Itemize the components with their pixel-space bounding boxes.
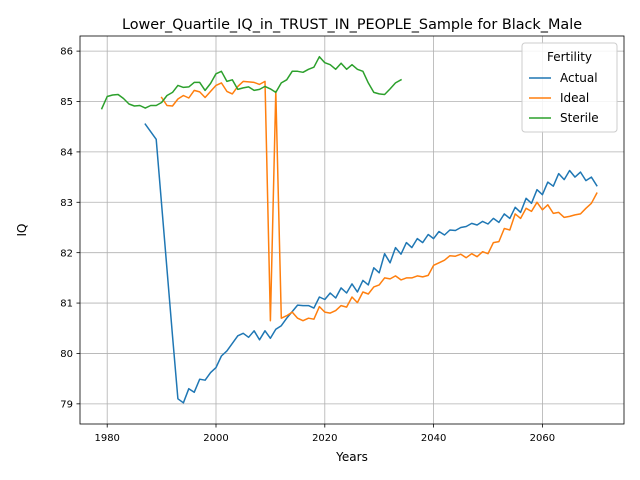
x-axis-label: Years (335, 450, 368, 464)
y-tick-label: 81 (60, 299, 73, 310)
y-tick-label: 83 (60, 198, 73, 209)
series-line-ideal (160, 80, 598, 322)
legend-entry-ideal: Ideal (529, 91, 589, 105)
series-lines (100, 55, 598, 404)
y-axis-ticks: 79 80 81 82 83 84 85 86 (60, 47, 80, 410)
legend-label: Ideal (560, 91, 589, 105)
chart-title: Lower_Quartile_IQ_in_TRUST_IN_PEOPLE_Sam… (122, 17, 582, 33)
legend-entries: Actual Ideal Sterile (529, 71, 599, 125)
y-tick-label: 86 (60, 47, 73, 58)
y-tick-label: 79 (60, 399, 73, 410)
legend-label: Sterile (560, 111, 599, 125)
x-tick-label: 2020 (312, 433, 337, 444)
x-tick-label: 1980 (94, 433, 119, 444)
legend-box (521, 42, 618, 133)
legend: Fertility Actual Ideal Sterile (521, 42, 618, 133)
y-tick-label: 80 (60, 349, 73, 360)
y-axis-label: IQ (15, 224, 29, 237)
x-tick-label: 2060 (530, 433, 555, 444)
legend-entry-sterile: Sterile (529, 111, 599, 125)
series-line-sterile (100, 55, 403, 110)
y-tick-label: 84 (60, 147, 73, 158)
x-axis-ticks: 1980 2000 2020 2040 2060 (94, 424, 555, 444)
series-line-actual (144, 123, 598, 404)
x-tick-label: 2040 (421, 433, 446, 444)
plot-frame (79, 35, 625, 425)
y-tick-label: 85 (60, 97, 73, 108)
legend-title: Fertility (547, 50, 592, 64)
legend-entry-actual: Actual (529, 71, 598, 85)
grid (80, 36, 624, 424)
x-tick-label: 2000 (203, 433, 228, 444)
legend-label: Actual (560, 71, 598, 85)
y-tick-label: 82 (60, 248, 73, 259)
